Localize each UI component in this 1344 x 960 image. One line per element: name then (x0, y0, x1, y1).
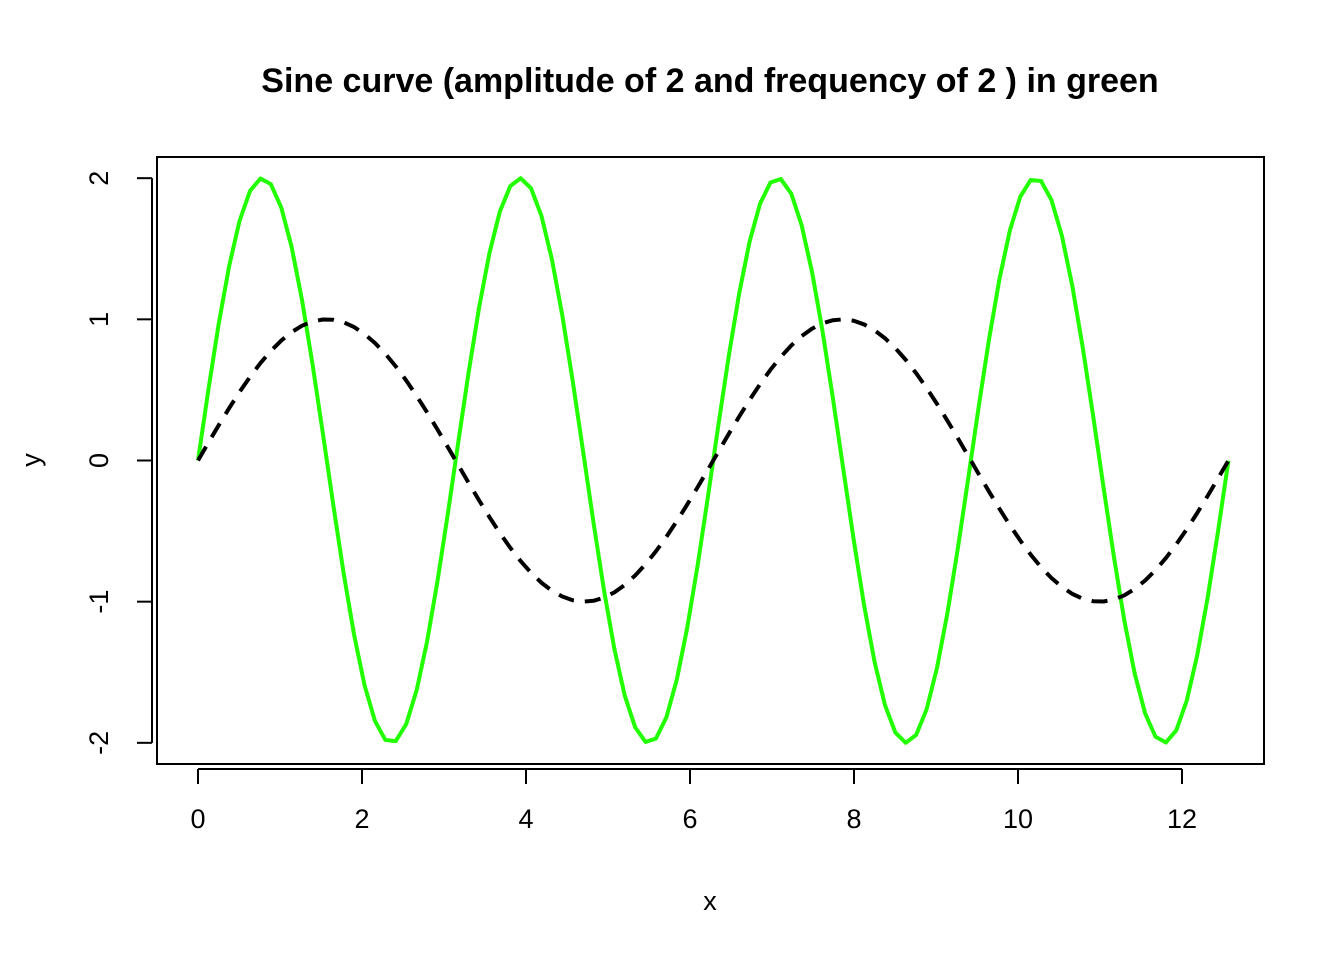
x-tick-label: 0 (190, 804, 205, 834)
chart-title: Sine curve (amplitude of 2 and frequency… (261, 62, 1158, 100)
plot-area-border (156, 156, 1265, 765)
y-tick-label: -2 (84, 731, 114, 755)
x-axis: 0 2 4 6 8 10 12 (190, 768, 1197, 834)
x-tick-label: 8 (846, 804, 861, 834)
x-tick-label: 2 (354, 804, 369, 834)
x-tick-label: 6 (682, 804, 697, 834)
y-tick-label: 1 (84, 312, 114, 327)
sine-curve-dashed-black (196, 317, 1231, 604)
y-axis-label: y (16, 453, 46, 467)
x-tick-label: 10 (1003, 804, 1033, 834)
x-tick-label: 4 (518, 804, 533, 834)
y-axis: -2 -1 0 1 2 (84, 171, 153, 755)
y-tick-label: 2 (84, 171, 114, 186)
x-axis-label: x (703, 886, 717, 916)
series-layer (196, 176, 1231, 745)
x-tick-label: 12 (1167, 804, 1197, 834)
y-tick-label: 0 (84, 453, 114, 468)
y-tick-label: -1 (84, 590, 114, 614)
